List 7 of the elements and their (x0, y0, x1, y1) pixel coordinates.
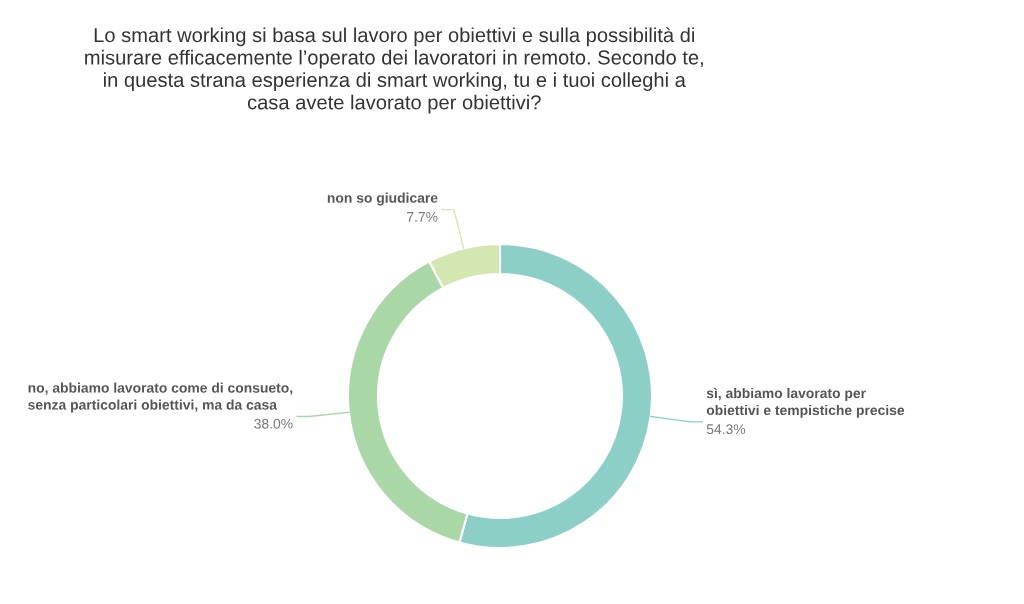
data-label: 38.0% (254, 418, 293, 429)
data-label: 54.3% (706, 424, 746, 435)
chart-title: Lo smart working si basa sul lavoro per obiettivi e sulla possibilità di misurare efficacemente l’operato dei lavoratori in remoto. Secondo te, in questa strana esperienza di smart working, tu e i tuoi colleghi a casa avete lavorato per obiettivi? (85, 27, 703, 114)
slice-label: non so giudicare (327, 192, 438, 206)
data-label: 7.7% (407, 212, 438, 222)
slice-label: sì, abbiamo lavorato per obiettivi e tempistiche precise (706, 387, 905, 418)
slice-label: no, abbiamo lavorato come di consueto, senza particolari obiettivi, ma da casa (28, 382, 293, 413)
